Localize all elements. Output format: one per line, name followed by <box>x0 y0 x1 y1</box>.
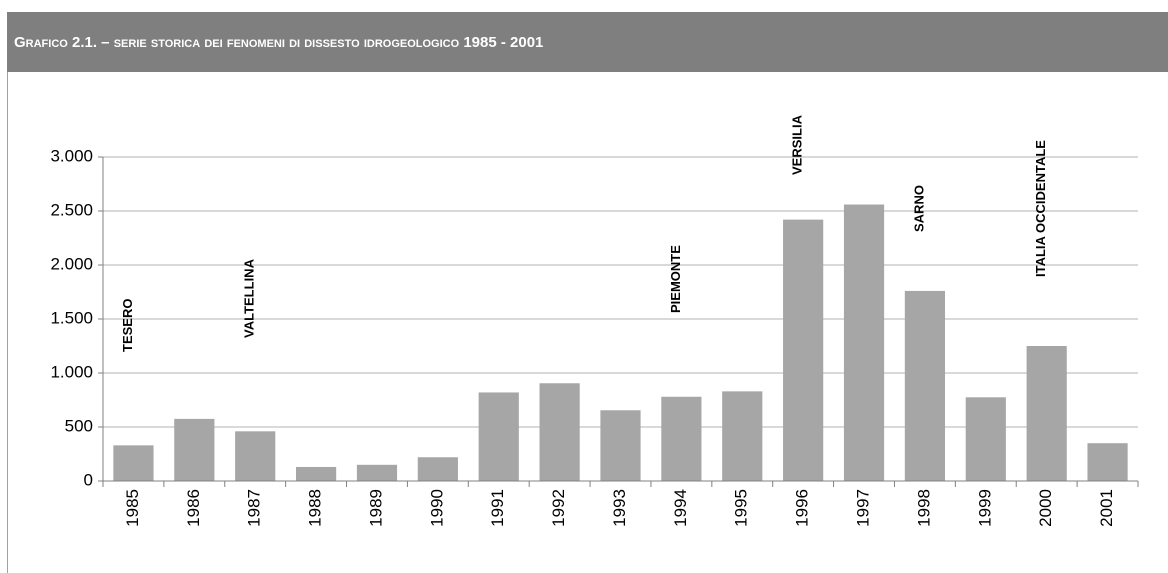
bar <box>295 466 337 481</box>
bar <box>600 410 641 481</box>
annotation: PIEMONTE <box>668 245 683 313</box>
bar <box>904 290 946 481</box>
x-tick-label: 1986 <box>184 489 203 527</box>
x-tick-label: 1989 <box>366 489 385 527</box>
x-tick-label: 1991 <box>488 489 507 527</box>
x-tick-label: 1999 <box>975 489 994 527</box>
x-tick-label: 1990 <box>427 489 446 527</box>
bar <box>235 431 276 481</box>
x-tick-label: 1997 <box>854 489 873 527</box>
header-bar <box>7 12 1168 72</box>
y-tick-label: 1.000 <box>50 362 93 381</box>
y-tick-label: 1.500 <box>50 308 93 327</box>
annotation: VALTELLINA <box>242 258 257 338</box>
bar <box>478 392 519 481</box>
annotation: SARNO <box>911 185 926 232</box>
x-tick-label: 1993 <box>610 489 629 527</box>
bar <box>965 397 1006 481</box>
y-tick-label: 2.500 <box>50 200 93 219</box>
x-tick-label: 1994 <box>671 489 690 527</box>
x-tick-label: 2000 <box>1036 489 1055 527</box>
annotation: ITALIA OCCIDENTALE <box>1033 140 1048 277</box>
x-tick-label: 1996 <box>793 489 812 527</box>
bar <box>1026 346 1067 481</box>
x-tick-label: 1987 <box>245 489 264 527</box>
bar <box>843 204 885 481</box>
bar <box>174 418 215 481</box>
x-tick-label: 2001 <box>1097 489 1116 527</box>
x-tick-label: 1992 <box>549 489 568 527</box>
annotation: TESERO <box>120 299 135 352</box>
x-tick-label: 1985 <box>123 489 142 527</box>
x-tick-label: 1998 <box>914 489 933 527</box>
bar <box>113 445 154 481</box>
y-tick-label: 500 <box>65 416 93 435</box>
bar <box>356 464 398 481</box>
annotation: VERSILIA <box>790 114 805 175</box>
x-tick-label: 1988 <box>306 489 325 527</box>
y-tick-label: 2.000 <box>50 254 93 273</box>
bar <box>783 219 824 481</box>
bar <box>417 457 458 481</box>
chart-title: Grafico 2.1. – serie storica dei fenomen… <box>14 34 543 51</box>
bar <box>722 391 763 481</box>
bar <box>661 396 702 481</box>
y-tick-label: 0 <box>84 470 93 489</box>
x-tick-label: 1995 <box>732 489 751 527</box>
bar <box>1087 443 1128 481</box>
bar <box>539 383 580 481</box>
y-tick-label: 3.000 <box>50 146 93 165</box>
